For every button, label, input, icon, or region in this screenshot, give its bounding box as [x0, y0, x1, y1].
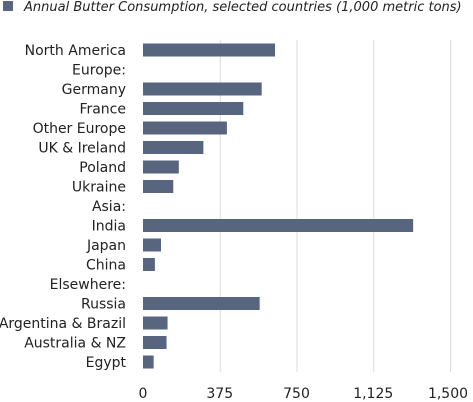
- bar: [143, 141, 204, 154]
- bar: [143, 102, 244, 115]
- category-label: North America: [25, 43, 126, 59]
- category-label: Europe:: [72, 63, 126, 79]
- category-labels: North America Europe: Germany France Other E…: [0, 43, 126, 371]
- category-label: UK & Ireland: [38, 141, 126, 157]
- bar: [143, 160, 179, 174]
- bar: [143, 258, 155, 271]
- category-label: China: [86, 258, 126, 274]
- category-label: France: [79, 102, 126, 118]
- category-label: Germany: [62, 82, 126, 98]
- legend-swatch: [3, 1, 13, 11]
- x-tick-label: 1,125: [353, 386, 393, 402]
- bar: [143, 238, 162, 252]
- bar: [143, 355, 154, 369]
- category-label: Elsewhere:: [50, 277, 126, 293]
- category-label: Russia: [81, 297, 126, 313]
- category-label: Ukraine: [72, 180, 126, 196]
- bar: [143, 121, 227, 135]
- bar: [143, 180, 174, 193]
- category-label: Argentina & Brazil: [0, 316, 126, 332]
- bar: [143, 316, 168, 330]
- x-tick-labels: 0 375 750 1,125 1,500: [139, 386, 469, 402]
- x-tick-label: 0: [139, 386, 148, 402]
- x-tick-label: 750: [283, 386, 310, 402]
- bar: [143, 43, 276, 57]
- legend: Annual Butter Consumption, selected coun…: [3, 0, 462, 15]
- bar: [143, 297, 260, 310]
- legend-label: Annual Butter Consumption, selected coun…: [23, 0, 462, 15]
- bar: [143, 336, 167, 349]
- bar: [143, 82, 262, 96]
- bars: [143, 43, 414, 369]
- bar: [143, 219, 414, 232]
- category-label: Poland: [79, 160, 126, 176]
- category-label: Japan: [86, 238, 126, 254]
- x-tick-label: 375: [206, 386, 233, 402]
- category-label: Asia:: [92, 199, 126, 215]
- grid: [219, 40, 451, 372]
- x-tick-label: 1,500: [428, 386, 468, 402]
- category-label: Australia & NZ: [24, 336, 126, 352]
- category-label: Egypt: [86, 355, 127, 371]
- category-label: India: [92, 219, 126, 235]
- category-label: Other Europe: [33, 121, 126, 137]
